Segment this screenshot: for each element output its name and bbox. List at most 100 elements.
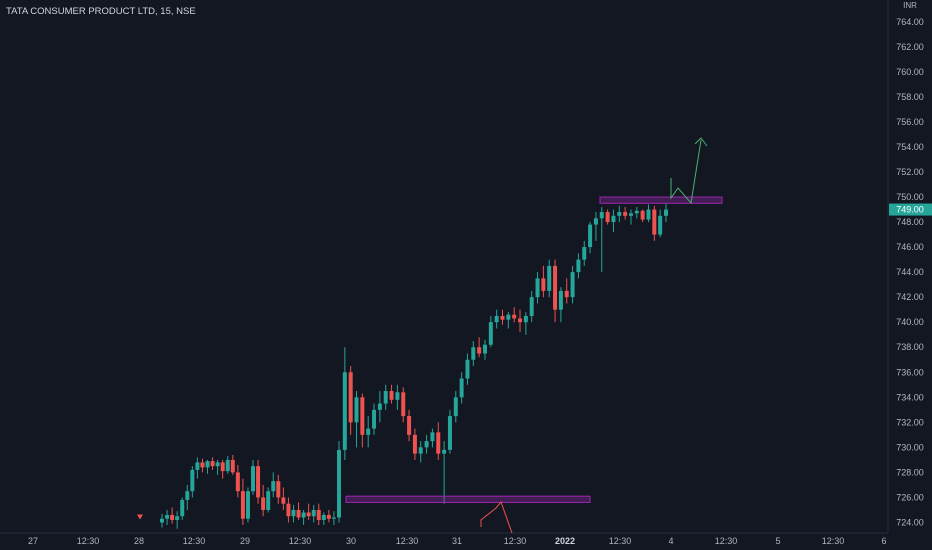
- candle-body: [205, 461, 210, 468]
- candle-body: [354, 397, 359, 423]
- price-tick-label: 732.00: [896, 417, 924, 427]
- candle-body: [599, 212, 604, 219]
- time-tick-label: 12:30: [504, 536, 527, 546]
- candle-body: [488, 322, 493, 345]
- candle-body: [500, 315, 505, 320]
- candle-body: [215, 462, 220, 467]
- candle-body: [306, 512, 311, 517]
- candle-body: [477, 347, 482, 354]
- last-price-label: 749.00: [896, 205, 924, 215]
- candle-body: [494, 315, 499, 323]
- bearish-projection-path[interactable]: [480, 501, 513, 534]
- candle-body: [547, 265, 552, 291]
- candle-body: [430, 432, 435, 442]
- candle-body: [185, 491, 190, 500]
- candle-body: [558, 290, 563, 310]
- candle-body: [200, 462, 205, 468]
- candle-body: [628, 213, 633, 216]
- chart-title: TATA CONSUMER PRODUCT LTD, 15, NSE: [6, 6, 196, 17]
- time-tick-label: 31: [452, 536, 462, 546]
- price-tick-label: 726.00: [896, 492, 924, 502]
- resistance-zone[interactable]: [599, 196, 723, 204]
- time-tick-label: 12:30: [822, 536, 845, 546]
- candle-body: [337, 491, 341, 518]
- time-tick-label: 12:30: [609, 536, 632, 546]
- candle-body: [611, 215, 616, 223]
- candle-body: [576, 259, 581, 273]
- last-price-tag: [889, 203, 932, 216]
- candle-body: [225, 459, 230, 472]
- candle-body: [623, 212, 628, 216]
- candle-body: [360, 397, 365, 435]
- candle-body: [372, 409, 377, 429]
- candle-body: [296, 509, 301, 518]
- candle-body: [652, 209, 657, 235]
- candle-body: [605, 212, 610, 223]
- time-tick-label: 12:30: [289, 536, 312, 546]
- candle-body: [395, 392, 400, 400]
- time-tick-label: 6: [881, 536, 886, 546]
- candle-body: [570, 272, 575, 298]
- candle-body: [383, 391, 388, 404]
- time-tick-label: 29: [240, 536, 250, 546]
- candle-body: [276, 481, 281, 498]
- candle-body: [195, 462, 200, 470]
- candle-body: [658, 215, 663, 235]
- candle-body: [210, 461, 215, 467]
- candle-body: [593, 218, 598, 225]
- candle-body: [245, 491, 250, 519]
- candle-body: [518, 318, 523, 323]
- time-tick-label: 4: [668, 536, 673, 546]
- candle-body: [418, 447, 423, 454]
- price-tick-label: 754.00: [896, 142, 924, 152]
- candle-body: [588, 224, 593, 248]
- sell-signal-marker: [137, 514, 143, 520]
- price-tick-label: 734.00: [896, 392, 924, 402]
- candle-body: [401, 392, 406, 417]
- candle-body: [220, 462, 225, 472]
- candle-body: [321, 514, 326, 520]
- price-tick-label: 750.00: [896, 192, 924, 202]
- candle-body: [617, 212, 622, 216]
- candle-body: [471, 347, 476, 360]
- candle-body: [230, 459, 235, 473]
- time-tick-label: 12:30: [77, 536, 100, 546]
- candle-body: [541, 278, 546, 291]
- candle-body: [634, 210, 639, 214]
- candle-body: [342, 372, 347, 450]
- price-tick-label: 752.00: [896, 167, 924, 177]
- candle-body: [337, 449, 341, 492]
- price-tick-label: 728.00: [896, 467, 924, 477]
- candle-body: [331, 517, 336, 519]
- candle-body: [389, 391, 394, 400]
- candle-body: [348, 372, 353, 423]
- bullish-projection-path[interactable]: [670, 139, 702, 205]
- candle-body: [366, 428, 371, 435]
- candle-body: [436, 432, 441, 454]
- candle-body: [286, 503, 291, 517]
- price-tick-label: 738.00: [896, 342, 924, 352]
- candle-body: [271, 481, 276, 492]
- candle-body: [165, 514, 170, 519]
- bullish-projection-arrowhead: [694, 137, 708, 147]
- candle-body: [412, 434, 417, 454]
- candle-body: [582, 247, 587, 260]
- candle-body: [190, 469, 195, 492]
- candle-body: [465, 359, 470, 379]
- time-tick-label: 27: [28, 536, 38, 546]
- candle-body: [459, 378, 464, 398]
- candle-body: [512, 314, 517, 319]
- price-tick-label: 730.00: [896, 442, 924, 452]
- time-tick-label: 5: [775, 536, 780, 546]
- candle-body: [326, 514, 331, 519]
- support-zone[interactable]: [345, 495, 591, 503]
- candle-body: [453, 397, 458, 417]
- candle-body: [646, 209, 651, 220]
- price-tick-label: 760.00: [896, 67, 924, 77]
- candle-body: [506, 314, 511, 320]
- candle-body: [261, 497, 266, 510]
- candle-body: [235, 472, 240, 492]
- time-tick-label: 30: [346, 536, 356, 546]
